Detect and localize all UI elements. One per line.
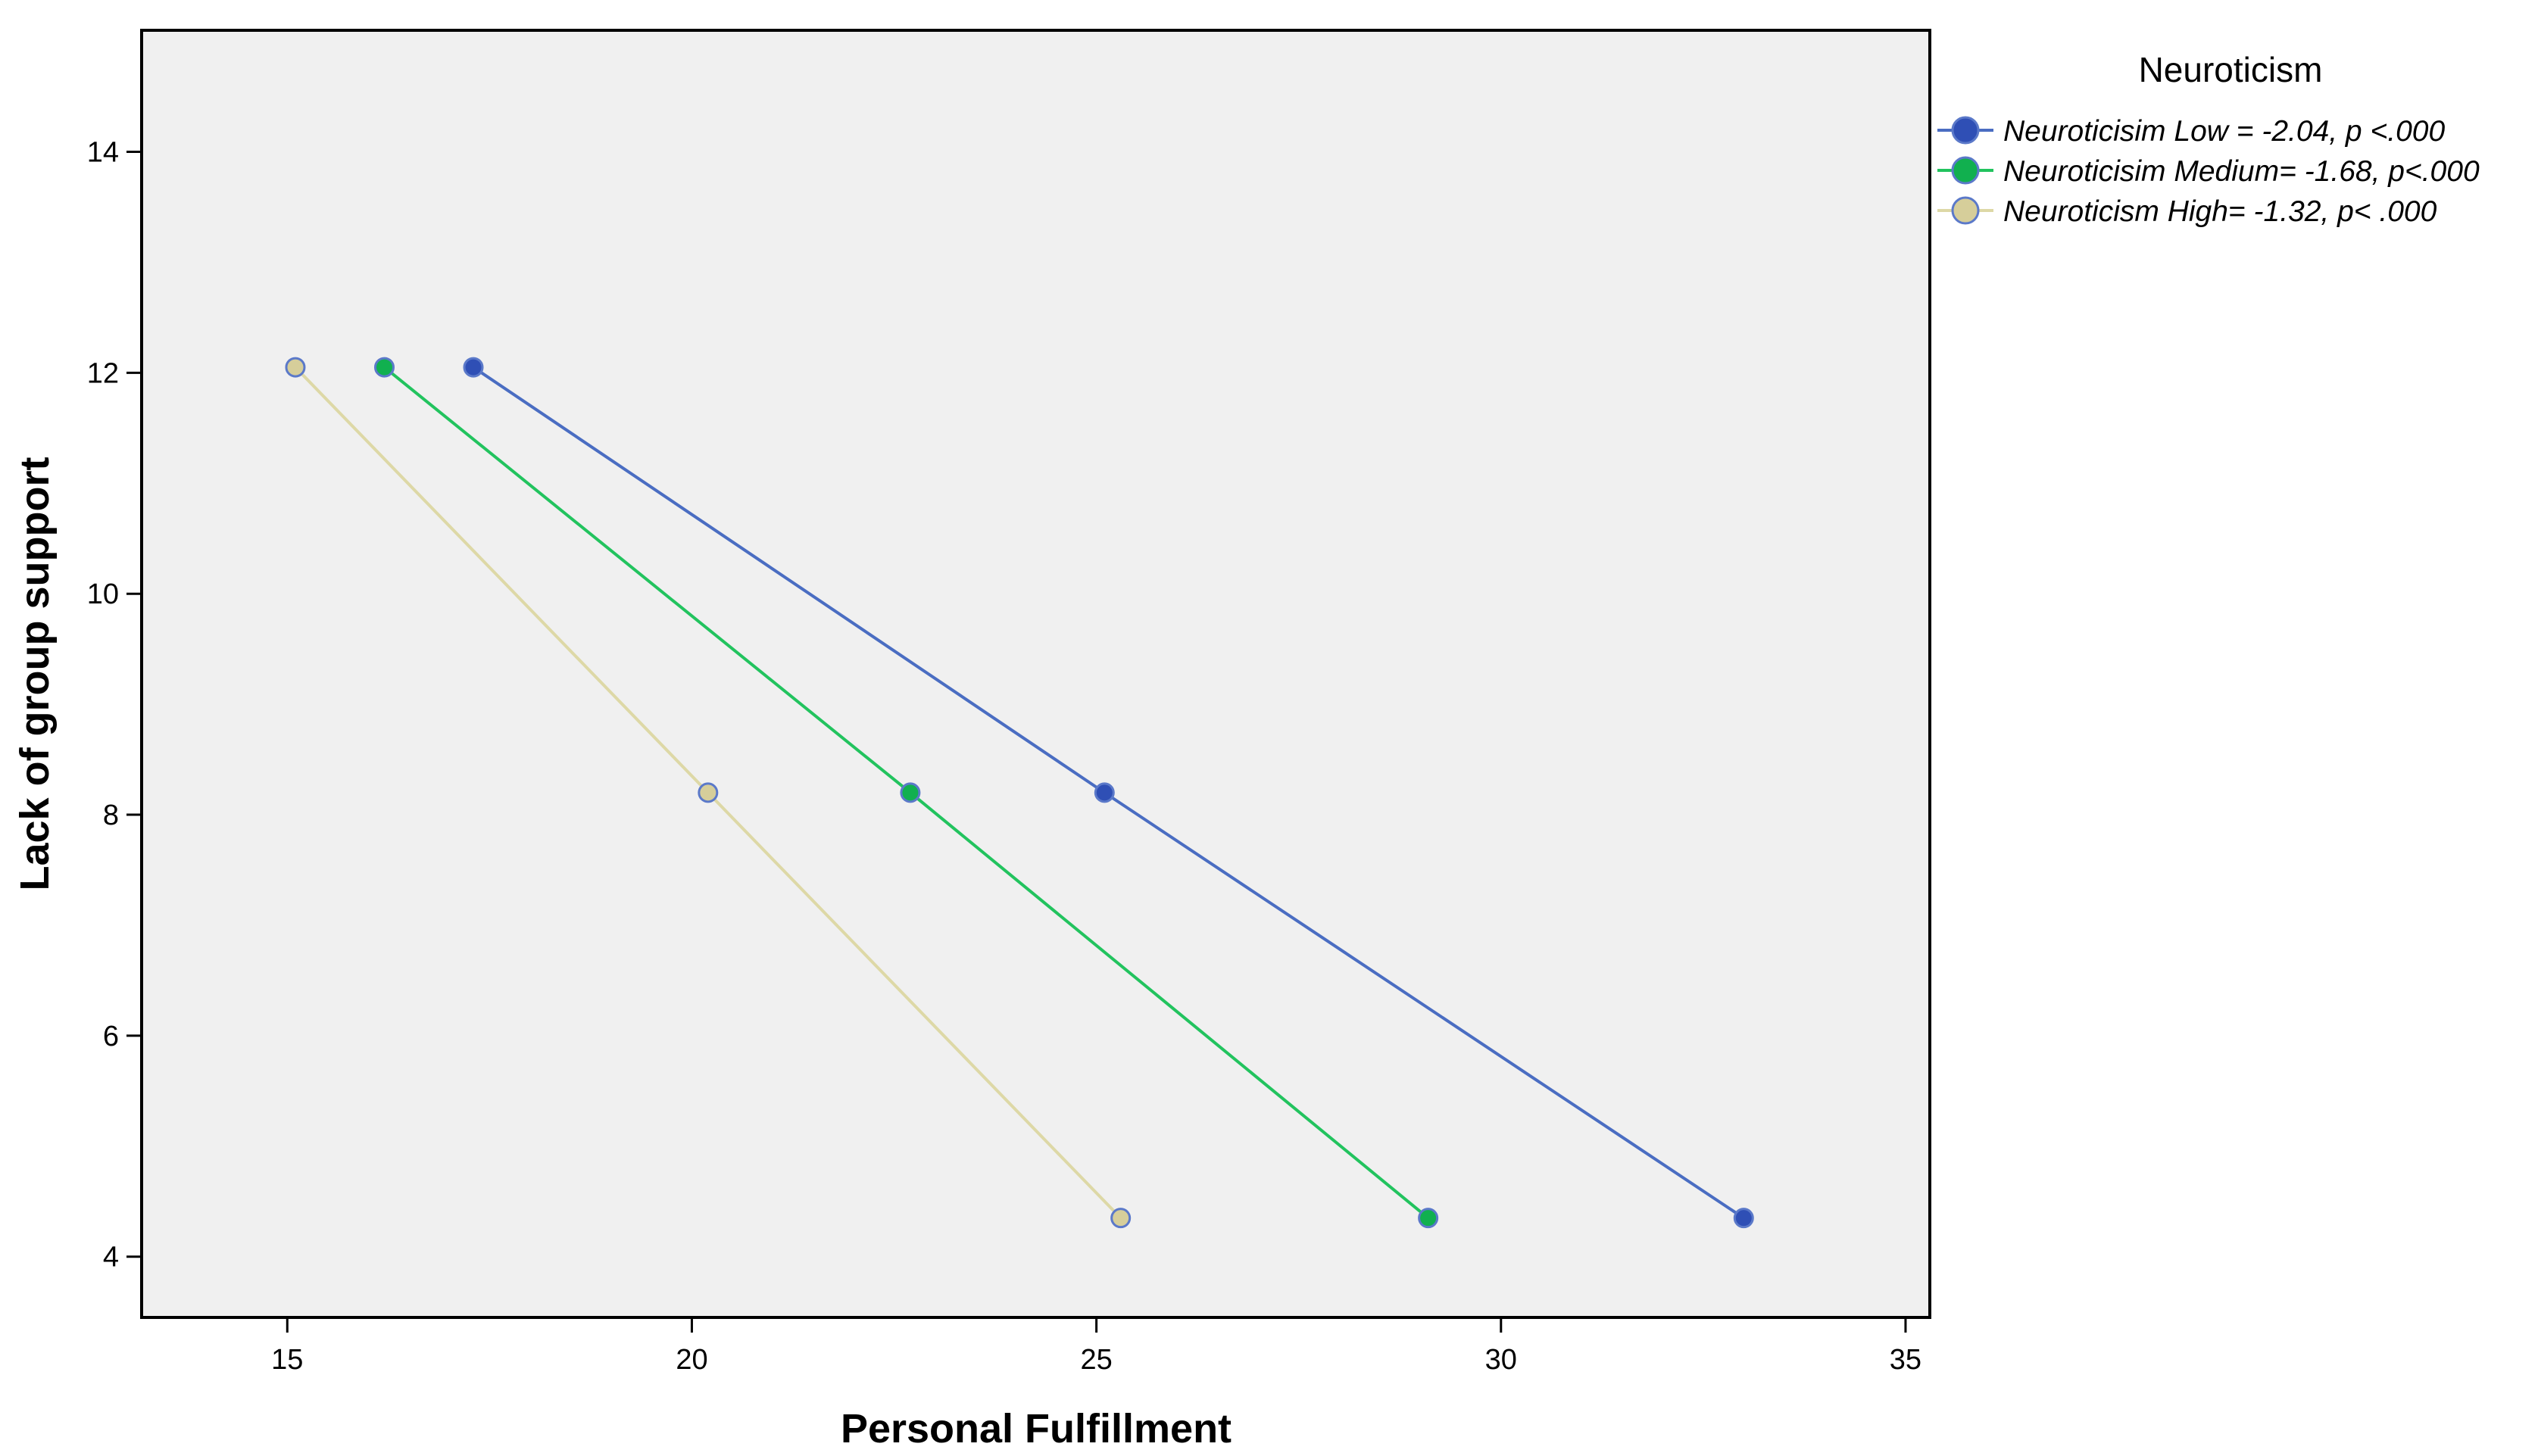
legend-marker [1951, 116, 1980, 145]
series-2 [285, 357, 1132, 1229]
y-axis: 4 6 8 10 12 14 [87, 137, 142, 1274]
x-axis: 15 20 25 30 35 [271, 1317, 1921, 1376]
legend-item: Neuroticisim Low = -2.04, p <.000 [1937, 115, 2445, 148]
data-point [285, 357, 306, 378]
legend: Neuroticism Neuroticisim Low = -2.04, p … [1937, 50, 2480, 228]
y-tick-label: 14 [87, 137, 119, 169]
series-0 [463, 357, 1754, 1229]
y-tick-label: 10 [87, 578, 119, 610]
x-tick-label: 15 [271, 1344, 303, 1376]
data-point [373, 357, 395, 378]
y-axis-title: Lack of group support [12, 457, 58, 890]
plot-area [140, 29, 1931, 1319]
series-1 [373, 357, 1439, 1229]
x-tick-label: 35 [1890, 1344, 1921, 1376]
data-point [1418, 1208, 1439, 1229]
series-layer [285, 357, 1754, 1229]
x-tick-label: 30 [1485, 1344, 1517, 1376]
data-point [900, 782, 921, 803]
y-tick-label: 8 [103, 800, 119, 831]
legend-item: Neuroticisim Medium= -1.68, p<.000 [1937, 155, 2480, 188]
legend-marker [1951, 156, 1980, 185]
x-tick-label: 25 [1080, 1344, 1112, 1376]
legend-label: Neuroticism High= -1.32, p< .000 [2003, 195, 2437, 228]
legend-marker [1951, 196, 1980, 225]
data-point [1110, 1208, 1132, 1229]
legend-label: Neuroticisim Medium= -1.68, p<.000 [2003, 155, 2480, 188]
data-point [1094, 782, 1115, 803]
y-tick-label: 12 [87, 357, 119, 389]
legend-item: Neuroticism High= -1.32, p< .000 [1937, 195, 2437, 228]
x-tick-label: 20 [676, 1344, 707, 1376]
x-axis-title: Personal Fulfillment [841, 1406, 1232, 1451]
y-tick-label: 6 [103, 1021, 119, 1052]
data-point [698, 782, 719, 803]
y-tick-label: 4 [103, 1242, 119, 1274]
data-point [1733, 1208, 1754, 1229]
data-point [463, 357, 484, 378]
legend-label: Neuroticisim Low = -2.04, p <.000 [2003, 115, 2445, 148]
legend-title: Neuroticism [2139, 50, 2323, 89]
